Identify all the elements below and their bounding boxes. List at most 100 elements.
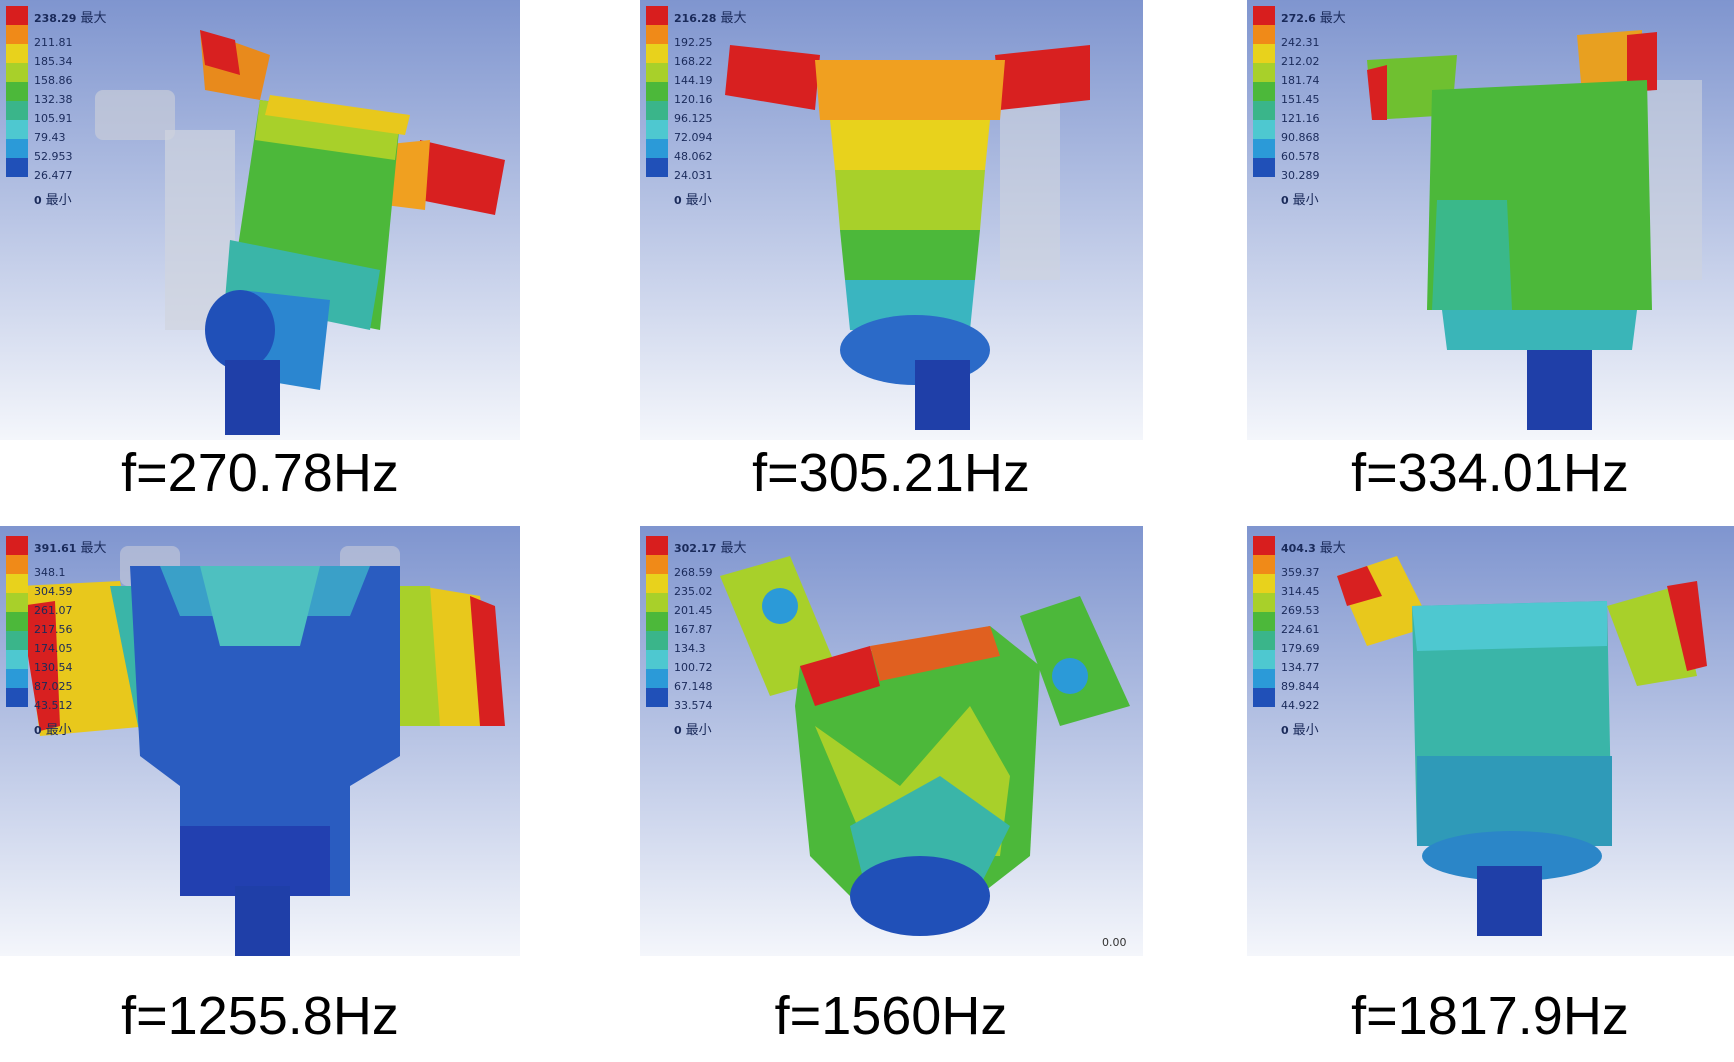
legend-value: 67.148 (674, 680, 713, 693)
mode-shape-panel-2: 216.28 最大 192.25 168.22 144.19 120.16 96.… (640, 0, 1143, 440)
legend-value: 261.07 (34, 604, 73, 617)
legend-value: 43.512 (34, 699, 73, 712)
legend-min-value: 0 (34, 194, 42, 207)
legend-value: 89.844 (1281, 680, 1320, 693)
legend-value: 96.125 (674, 112, 713, 125)
legend-value: 52.953 (34, 150, 73, 163)
mode-shape-render-4 (0, 526, 520, 956)
legend-min-label: 最小 (1292, 193, 1319, 208)
legend-swatch (646, 63, 668, 82)
legend-swatch (646, 631, 668, 650)
legend-swatch (1253, 63, 1275, 82)
legend-swatch (1253, 6, 1275, 25)
legend-swatch (1253, 44, 1275, 63)
legend-value: 185.34 (34, 55, 73, 68)
legend-value: 44.922 (1281, 699, 1320, 712)
mode-shape-render-1 (0, 0, 520, 440)
legend-value: 192.25 (674, 36, 713, 49)
legend-value: 60.578 (1281, 150, 1320, 163)
legend-swatch (1253, 139, 1275, 158)
mode-shape-render-6 (1247, 526, 1734, 956)
legend-value: 212.02 (1281, 55, 1320, 68)
legend-min-label: 最小 (685, 723, 712, 738)
legend-swatch (6, 688, 28, 707)
legend-swatch (1253, 593, 1275, 612)
legend-min-label: 最小 (45, 723, 72, 738)
legend-swatch (646, 158, 668, 177)
legend-value: 134.77 (1281, 661, 1320, 674)
legend-value: 130.54 (34, 661, 73, 674)
legend-value: 181.74 (1281, 74, 1320, 87)
legend-value: 33.574 (674, 699, 713, 712)
mode-shape-panel-3: 272.6 最大 242.31 212.02 181.74 151.45 121.… (1247, 0, 1734, 440)
legend-swatch (6, 120, 28, 139)
legend-max-value: 216.28 (674, 12, 717, 25)
legend-value: 48.062 (674, 150, 713, 163)
legend-min-label: 最小 (685, 193, 712, 208)
legend-value: 100.72 (674, 661, 713, 674)
legend-value: 217.56 (34, 623, 73, 636)
legend-swatch (646, 120, 668, 139)
legend-swatch (1253, 120, 1275, 139)
legend-swatch (6, 139, 28, 158)
legend-swatch (646, 688, 668, 707)
legend-value: 105.91 (34, 112, 73, 125)
legend-value: 174.05 (34, 642, 73, 655)
legend-swatch (646, 101, 668, 120)
legend-value: 26.477 (34, 169, 73, 182)
legend-max-value: 391.61 (34, 542, 77, 555)
legend-swatch (6, 669, 28, 688)
legend-swatch (646, 25, 668, 44)
legend-min-value: 0 (34, 724, 42, 737)
legend-max-label: 最大 (720, 11, 747, 26)
legend-value: 268.59 (674, 566, 713, 579)
legend-value: 151.45 (1281, 93, 1320, 106)
frequency-caption-6: f=1817.9Hz (1351, 986, 1629, 1046)
legend-value: 121.16 (1281, 112, 1320, 125)
legend-min-label: 最小 (1292, 723, 1319, 738)
legend-value: 179.69 (1281, 642, 1320, 655)
frequency-caption-3: f=334.01Hz (1351, 443, 1629, 503)
legend-swatch (6, 650, 28, 669)
legend-value: 158.86 (34, 74, 73, 87)
legend-value: 167.87 (674, 623, 713, 636)
scale-corner-value: 0.00 (1102, 936, 1127, 949)
legend-swatch (6, 612, 28, 631)
legend-swatch (1253, 669, 1275, 688)
legend-value: 211.81 (34, 36, 73, 49)
legend-swatch (646, 82, 668, 101)
legend-swatch (1253, 688, 1275, 707)
mode-shape-panel-6: 404.3 最大 359.37 314.45 269.53 224.61 179.… (1247, 526, 1734, 956)
legend-value: 144.19 (674, 74, 713, 87)
legend-value: 79.43 (34, 131, 66, 144)
legend-swatch (6, 631, 28, 650)
legend-swatch (646, 139, 668, 158)
mode-shape-panel-4: 391.61 最大 348.1 304.59 261.07 217.56 174.… (0, 526, 520, 956)
legend-max-value: 302.17 (674, 542, 717, 555)
legend-value: 120.16 (674, 93, 713, 106)
mode-shape-render-2 (640, 0, 1143, 440)
legend-swatch (1253, 25, 1275, 44)
legend-max-label: 最大 (720, 541, 747, 556)
legend-min-value: 0 (1281, 194, 1289, 207)
legend-swatch (6, 158, 28, 177)
legend-swatch (1253, 631, 1275, 650)
legend-min-value: 0 (674, 194, 682, 207)
legend-swatch (6, 63, 28, 82)
legend-swatch (646, 669, 668, 688)
legend-min-value: 0 (674, 724, 682, 737)
legend-max-value: 404.3 (1281, 542, 1316, 555)
legend-max-label: 最大 (1319, 11, 1346, 26)
legend-swatch (1253, 574, 1275, 593)
legend-value: 201.45 (674, 604, 713, 617)
legend-swatch (1253, 158, 1275, 177)
legend-swatch (646, 44, 668, 63)
legend-value: 134.3 (674, 642, 706, 655)
legend-value: 242.31 (1281, 36, 1320, 49)
legend-swatch (6, 555, 28, 574)
legend-swatch (6, 6, 28, 25)
mode-shape-panel-1: 238.29 最大 211.81 185.34 158.86 132.38 105… (0, 0, 520, 440)
legend-value: 132.38 (34, 93, 73, 106)
legend-value: 359.37 (1281, 566, 1320, 579)
legend-min-label: 最小 (45, 193, 72, 208)
